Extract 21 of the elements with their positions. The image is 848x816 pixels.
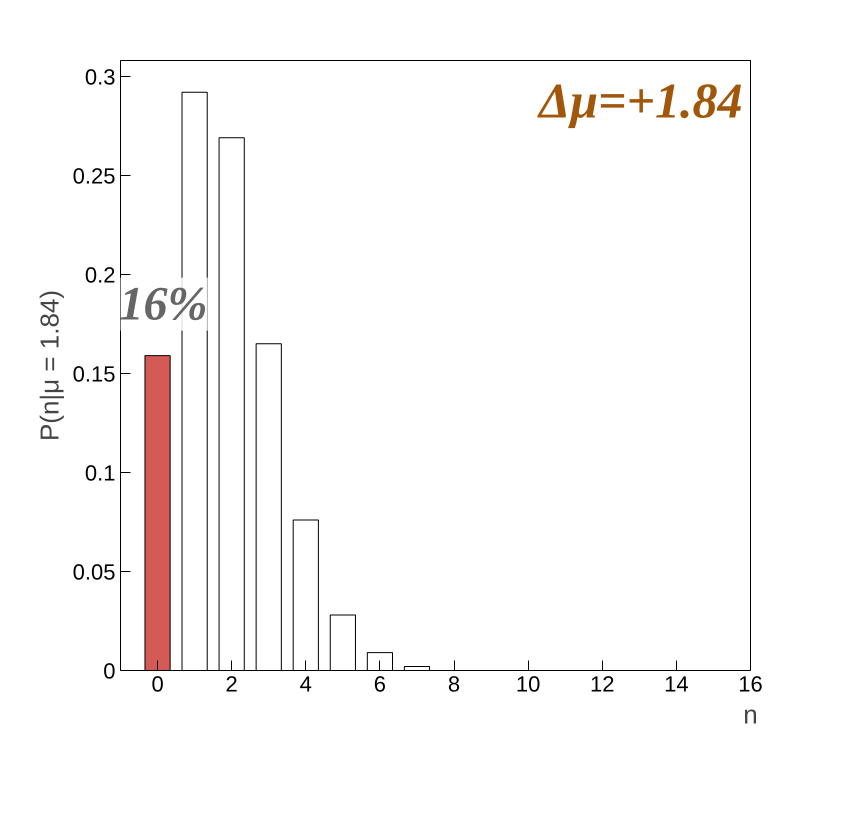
y-tick-label: 0.05 bbox=[72, 559, 116, 584]
x-tick-label: 8 bbox=[448, 672, 460, 696]
bar bbox=[256, 343, 282, 670]
bar bbox=[330, 614, 356, 670]
x-tick-label: 6 bbox=[374, 672, 386, 696]
annotation: 16% bbox=[120, 278, 208, 331]
y-tick-label: 0.2 bbox=[84, 262, 116, 288]
y-tick-label: 0.1 bbox=[84, 460, 116, 486]
x-tick-label: 16 bbox=[738, 672, 763, 696]
x-tick-label: 4 bbox=[300, 672, 312, 696]
x-tick-label: 12 bbox=[590, 672, 615, 696]
annotation: Δμ=+1.84 bbox=[536, 72, 743, 128]
x-tick-label: 10 bbox=[516, 672, 540, 696]
y-tick-label: 0.3 bbox=[84, 64, 116, 90]
x-tick-label: 14 bbox=[664, 672, 689, 696]
y-tick-label: 0.25 bbox=[72, 163, 116, 188]
x-tick-label: 0 bbox=[151, 672, 164, 696]
x-tick-label: 2 bbox=[226, 672, 238, 696]
x-axis-title: n bbox=[743, 700, 758, 730]
y-axis-title: P(n|μ = 1.84) bbox=[34, 290, 65, 442]
y-tick-label: 0.15 bbox=[72, 361, 116, 386]
